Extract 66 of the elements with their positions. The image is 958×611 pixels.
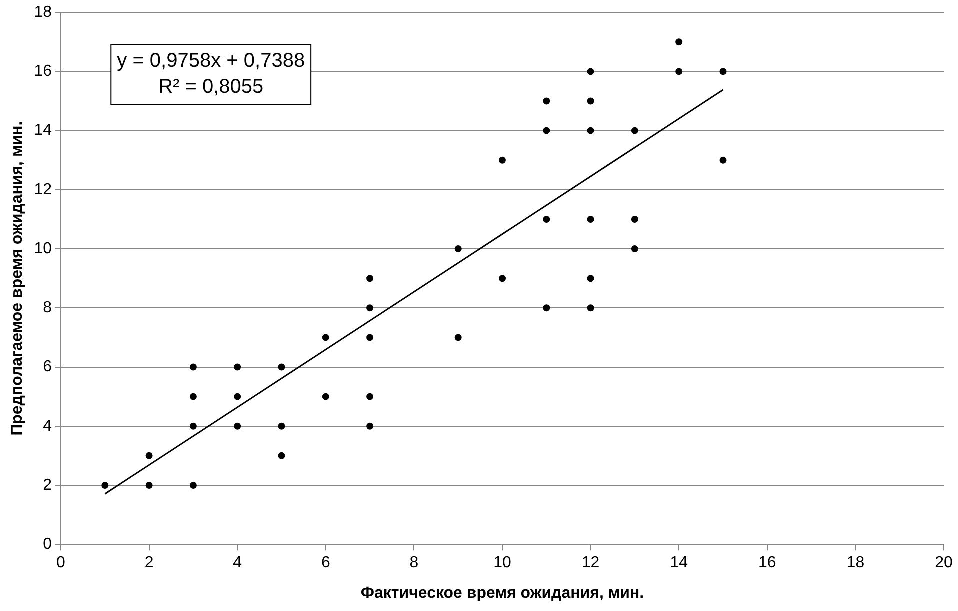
y-tick-label: 6 [43,358,52,376]
x-tick-label: 2 [144,554,154,572]
x-tick-label: 8 [410,554,419,572]
point [322,393,330,400]
point [278,452,286,460]
point [543,216,550,223]
y-tick-label: 8 [43,300,52,317]
x-tick-label: 18 [846,554,865,572]
point [587,68,594,76]
y-tick-label: 4 [43,418,52,435]
x-tick-label: 0 [56,554,66,572]
x-tick-label: 12 [582,554,600,572]
point [587,304,594,312]
y-axis-title: Предполагаемое время ожидания, мин. [9,121,26,436]
x-tick-label: 4 [233,554,242,572]
point [234,393,242,400]
point [587,275,594,282]
point [102,482,109,489]
point [454,246,462,253]
point [190,422,197,430]
point [366,304,374,312]
point [190,482,197,489]
annotation: y = 0,9758x + 0,7388 [117,50,306,72]
point [146,452,153,460]
point [676,38,683,46]
point [190,393,197,400]
x-tick-label: 14 [670,554,688,572]
point [587,127,594,134]
point [499,156,506,164]
y-tick-label: 2 [43,476,52,494]
point [543,304,550,312]
y-tick-label: 0 [43,536,52,554]
point [146,482,153,489]
x-tick-label: 16 [758,554,776,572]
point [234,364,242,371]
point [631,127,638,134]
x-tick-label: 6 [321,554,330,572]
point [234,422,242,430]
point [720,156,727,164]
x-tick-label: 10 [494,554,512,572]
point [631,216,638,223]
x-tick-label: 20 [935,554,953,572]
point [322,334,330,342]
point [366,422,374,430]
point [454,334,462,342]
point [366,275,374,282]
point [631,246,638,253]
point [366,393,374,400]
y-tick-label: 18 [34,4,52,22]
annotation: R² = 0,8055 [158,76,264,98]
y-tick-label: 12 [34,181,52,198]
point [499,275,506,282]
point [587,98,594,105]
point [366,334,374,342]
point [278,364,286,371]
point [190,364,197,371]
x-axis-title: Фактическое время ожидания, мин. [360,584,644,602]
y-tick-label: 16 [34,63,52,80]
point [543,98,550,105]
point [278,422,286,430]
point [720,68,727,76]
point [587,216,594,223]
point [676,68,683,76]
y-tick-label: 10 [34,240,52,258]
y-tick-label: 14 [34,122,52,140]
point [543,127,550,134]
